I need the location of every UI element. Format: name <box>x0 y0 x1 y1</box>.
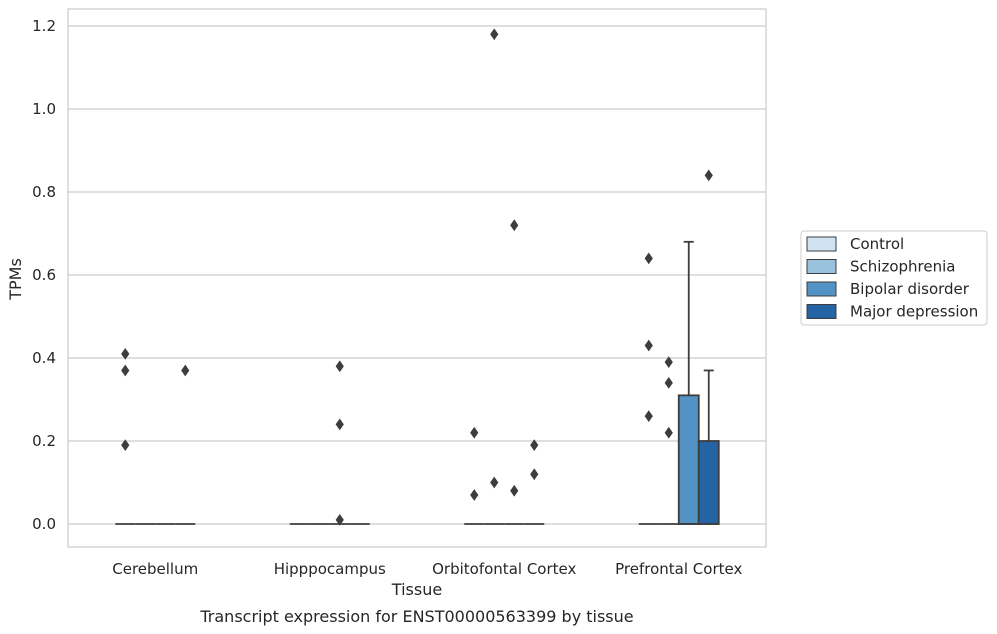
outlier-point <box>644 410 653 422</box>
plot-frame <box>67 8 767 548</box>
outlier-point <box>644 252 653 265</box>
outlier-point <box>121 347 130 360</box>
legend-swatch <box>806 236 837 252</box>
outlier-point <box>644 339 653 352</box>
outlier-point <box>181 364 190 377</box>
x-axis-title: Tissue <box>391 580 442 599</box>
x-tick-label: Hipppocampus <box>274 560 386 578</box>
boxes <box>115 240 720 525</box>
y-tick-labels: 0.0 0.2 0.4 0.6 0.8 1.0 1.2 <box>32 17 56 533</box>
outlier-point <box>490 476 499 489</box>
x-tick-label: Cerebellum <box>112 560 198 578</box>
outlier-point <box>530 439 539 452</box>
y-tick-label: 0.0 <box>32 515 56 533</box>
outliers <box>121 28 713 526</box>
legend-label: Bipolar disorder <box>850 280 970 298</box>
outlier-point <box>704 169 713 182</box>
legend: Control Schizophrenia Bipolar disorder Majo… <box>800 230 988 326</box>
legend-label: Control <box>850 235 904 253</box>
y-tick-label: 1.2 <box>32 17 56 35</box>
x-tick-labels: Cerebellum Hipppocampus Orbitofontal Corte… <box>112 560 742 578</box>
y-tick-label: 1.0 <box>32 100 56 118</box>
outlier-point <box>121 439 130 452</box>
y-tick-label: 0.2 <box>32 432 56 450</box>
box <box>697 440 720 525</box>
legend-swatch <box>806 304 837 319</box>
outlier-point <box>664 377 673 389</box>
y-tick-label: 0.6 <box>32 266 56 284</box>
gridlines <box>68 25 766 525</box>
legend-frame <box>800 230 988 326</box>
box <box>677 394 700 525</box>
outlier-point <box>510 484 519 497</box>
x-tick-label: Orbitofontal Cortex <box>432 560 576 578</box>
y-tick-label: 0.8 <box>32 183 56 201</box>
legend-label: Major depression <box>850 303 978 321</box>
y-tick-label: 0.4 <box>32 349 56 367</box>
chart-caption: Transcript expression for ENST0000056339… <box>199 607 633 626</box>
legend-swatch <box>806 281 837 297</box>
outlier-point <box>530 468 539 481</box>
outlier-point <box>470 426 479 439</box>
outlier-point <box>335 418 344 431</box>
outlier-point <box>335 513 344 526</box>
outlier-point <box>490 28 499 41</box>
outlier-point <box>470 489 479 501</box>
outlier-point <box>335 360 344 373</box>
x-tick-label: Prefrontal Cortex <box>615 560 742 578</box>
legend-label: Schizophrenia <box>850 258 955 276</box>
y-axis-title: TPMs <box>6 258 25 301</box>
legend-swatch <box>806 259 837 274</box>
outlier-point <box>121 364 130 377</box>
outlier-point <box>664 426 673 439</box>
outlier-point <box>664 356 673 369</box>
outlier-point <box>510 219 519 232</box>
